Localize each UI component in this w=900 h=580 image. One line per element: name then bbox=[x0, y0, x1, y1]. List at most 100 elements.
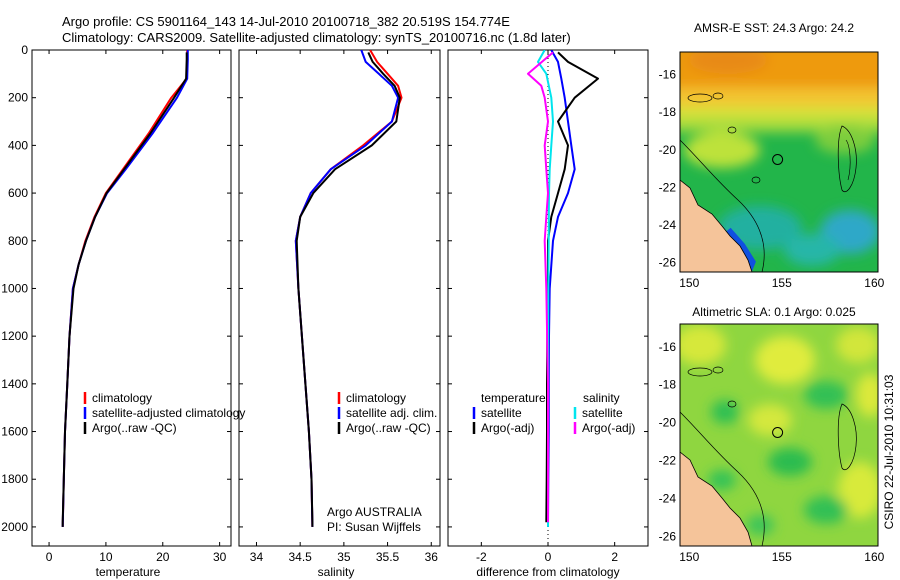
australia-land bbox=[680, 451, 753, 546]
difference-profile-xtick-label: 2 bbox=[611, 550, 618, 564]
sla-patch bbox=[836, 327, 878, 363]
sla-patch bbox=[838, 462, 878, 518]
sst-band bbox=[680, 88, 878, 110]
argo-location-marker bbox=[772, 154, 784, 165]
depth-contour bbox=[680, 411, 765, 546]
salinity-profile-xtick-label: 35.5 bbox=[376, 550, 400, 564]
legend-label: Argo(..raw -QC) bbox=[92, 421, 177, 435]
sla-patch bbox=[856, 373, 878, 417]
island-contour bbox=[727, 126, 737, 134]
salinity-profile-series-2 bbox=[295, 51, 401, 527]
sla-map-xtick-label: 150 bbox=[679, 550, 699, 564]
legend-label: Argo(..raw -QC) bbox=[346, 421, 431, 435]
sst-patch bbox=[688, 52, 768, 74]
temperature-series-group bbox=[61, 50, 189, 527]
sst-map-xtick-label: 155 bbox=[772, 276, 792, 290]
header-line1: Argo profile: CS 5901164_143 14-Jul-2010… bbox=[62, 14, 510, 29]
sla-patch bbox=[755, 336, 815, 384]
legend-label: Argo(-adj) bbox=[582, 421, 635, 435]
sla-map-ytick-label: -16 bbox=[659, 340, 677, 354]
depth-tick-label: 2000 bbox=[1, 520, 28, 534]
temperature-profile-xtick-label: 20 bbox=[156, 550, 170, 564]
depth-contour bbox=[680, 139, 765, 272]
temperature-profile-series-0 bbox=[61, 50, 189, 527]
depth-tick-label: 1400 bbox=[1, 377, 28, 391]
sla-map-ytick-label: -22 bbox=[659, 454, 677, 468]
salinity-series-group bbox=[294, 50, 403, 527]
sst-map-ytick-label: -16 bbox=[659, 68, 677, 82]
sla-map-ytick-label: -18 bbox=[659, 378, 677, 392]
depth-tick-label: 1200 bbox=[1, 329, 28, 343]
difference-profile-series-3 bbox=[527, 51, 554, 523]
sla-patch bbox=[804, 496, 848, 524]
reef-contour bbox=[837, 403, 857, 470]
pi-label: PI: Susan Wijffels bbox=[327, 520, 421, 534]
sla-patch bbox=[804, 381, 848, 409]
sst-map-ytick-label: -22 bbox=[659, 180, 677, 194]
credit-label: CSIRO 22-Jul-2010 10:31:03 bbox=[882, 374, 896, 529]
sst-map-ytick-label: -24 bbox=[659, 218, 677, 232]
salinity-profile-xtick-label: 34 bbox=[250, 550, 264, 564]
sst-band bbox=[680, 106, 878, 120]
argo-location-marker bbox=[772, 427, 784, 438]
sla-map-xtick-label: 155 bbox=[772, 550, 792, 564]
sla-patch bbox=[711, 400, 739, 424]
salinity-profile-xtick-label: 36 bbox=[425, 550, 439, 564]
sla-patch bbox=[746, 515, 774, 535]
reef-contour bbox=[837, 125, 857, 192]
depth-tick-label: 600 bbox=[8, 186, 28, 200]
difference-profile-series-1 bbox=[545, 51, 599, 523]
sst-gradient bbox=[680, 52, 878, 266]
salinity-axes bbox=[238, 49, 441, 547]
legend-title-temperature: temperature bbox=[481, 391, 546, 405]
difference-legend: temperature salinity satellite Argo(-adj… bbox=[472, 391, 635, 435]
depth-tick-label: 800 bbox=[8, 234, 28, 248]
sla-patch bbox=[680, 325, 726, 365]
difference-series-group bbox=[527, 50, 599, 527]
sla-map-ytick-label: -24 bbox=[659, 492, 677, 506]
temperature-xlabel: temperature bbox=[96, 565, 161, 579]
sst-map-ytick-label: -18 bbox=[659, 105, 677, 119]
sla-patch bbox=[768, 448, 812, 476]
sla-map-xtick-label: 160 bbox=[864, 550, 884, 564]
depth-tick-label: 200 bbox=[8, 91, 28, 105]
sla-pattern bbox=[680, 325, 878, 535]
sst-map-ytick-label: -26 bbox=[659, 256, 677, 270]
difference-profile-xtick-label: 0 bbox=[545, 550, 552, 564]
depth-tick-label: 0 bbox=[21, 43, 28, 57]
depth-tick-label: 1000 bbox=[1, 281, 28, 295]
difference-profile-xtick-label: -2 bbox=[476, 550, 487, 564]
sst-map-frame bbox=[679, 51, 879, 273]
salinity-profile-xtick-label: 34.5 bbox=[288, 550, 312, 564]
salinity-profile-xtick-label: 35 bbox=[337, 550, 351, 564]
temperature-profile-series-1 bbox=[61, 50, 189, 527]
legend-label: Argo(-adj) bbox=[481, 421, 534, 435]
island-contour bbox=[712, 92, 724, 100]
sst-map-field bbox=[680, 52, 878, 272]
salinity-legend: climatology satellite adj. clim. Argo(..… bbox=[337, 391, 437, 435]
temperature-profile-xtick-label: 0 bbox=[46, 550, 53, 564]
sst-patch bbox=[815, 126, 875, 154]
depth-tick-label: 1600 bbox=[1, 425, 28, 439]
legend-label: satellite bbox=[582, 406, 623, 420]
temperature-axes bbox=[31, 49, 232, 547]
sla-map-ytick-label: -26 bbox=[659, 530, 677, 544]
temperature-legend: climatology satellite-adjusted climatolo… bbox=[83, 391, 245, 435]
argo-australia-label: Argo AUSTRALIA bbox=[327, 505, 422, 519]
temperature-profile-xtick-label: 10 bbox=[99, 550, 113, 564]
island-contour bbox=[687, 93, 713, 103]
temperature-profile-series-2 bbox=[61, 52, 188, 527]
sst-patch bbox=[784, 234, 840, 266]
axis-ticks-group: 0 10 20 30020040060080010001200140016001800… bbox=[1, 43, 884, 564]
sst-patch bbox=[684, 132, 760, 168]
temperature-profile-xtick-label: 30 bbox=[213, 550, 227, 564]
sst-map-ytick-label: -20 bbox=[659, 143, 677, 157]
header-line2: Climatology: CARS2009. Satellite-adjuste… bbox=[62, 30, 571, 45]
sst-map-xtick-label: 160 bbox=[864, 276, 884, 290]
sla-patch bbox=[748, 404, 792, 436]
sla-map-frame bbox=[679, 323, 879, 547]
australia-land bbox=[680, 179, 753, 272]
sla-map-title: Altimetric SLA: 0.1 Argo: 0.025 bbox=[692, 305, 856, 319]
salinity-xlabel: salinity bbox=[318, 565, 355, 579]
